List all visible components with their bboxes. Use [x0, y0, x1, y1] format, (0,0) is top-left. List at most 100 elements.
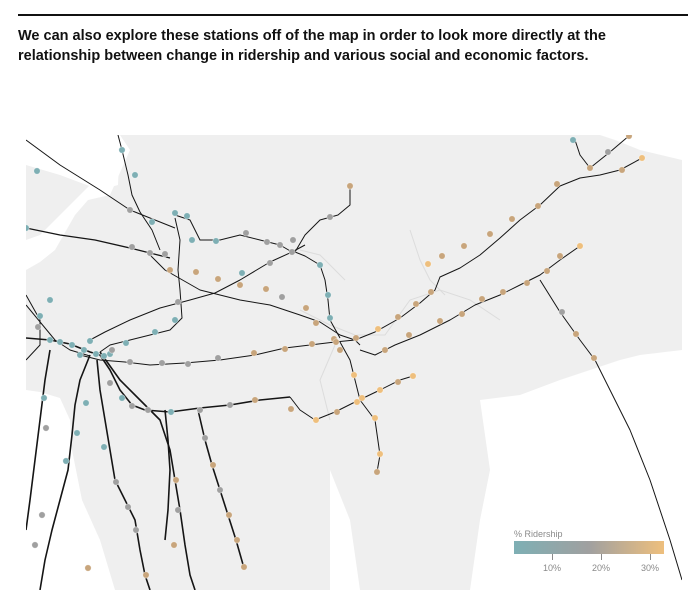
station-dot [92, 350, 100, 358]
station-dot [558, 308, 566, 316]
station-dot [184, 360, 192, 368]
station-dot [214, 275, 222, 283]
water-area [600, 135, 682, 160]
station-dot [572, 330, 580, 338]
station-dot [100, 443, 108, 451]
station-dot [62, 457, 70, 465]
subway-map[interactable]: % Ridership 10% 20% 30% [26, 135, 682, 590]
station-dot [174, 506, 182, 514]
station-dot [302, 304, 310, 312]
subway-line [539, 279, 682, 581]
subway-line [99, 354, 146, 411]
station-dot [281, 345, 289, 353]
station-dot [523, 279, 531, 287]
station-dot [118, 146, 126, 154]
station-dot [374, 325, 382, 333]
station-dot [240, 563, 248, 571]
subway-line [26, 227, 171, 259]
station-dot [478, 295, 486, 303]
station-dot [358, 394, 366, 402]
station-dot [263, 238, 271, 246]
subway-line [26, 294, 41, 361]
station-dot [126, 206, 134, 214]
subway-line [149, 254, 361, 346]
station-dot [486, 230, 494, 238]
station-dot [251, 396, 259, 404]
station-dot [172, 476, 180, 484]
station-dot [326, 314, 334, 322]
subway-line [574, 139, 591, 169]
station-dot [80, 346, 88, 354]
station-dot [394, 378, 402, 386]
station-dot [46, 296, 54, 304]
station-dot [144, 406, 152, 414]
station-dot [352, 334, 360, 342]
station-dot [438, 252, 446, 260]
station-dot [34, 323, 42, 331]
subway-lines [26, 135, 682, 590]
station-dot [436, 317, 444, 325]
station-dot [590, 354, 598, 362]
station-dot [424, 260, 432, 268]
water-layer [26, 135, 682, 590]
station-dot [242, 229, 250, 237]
ridership-legend: % Ridership 10% 20% 30% [514, 529, 674, 579]
station-dot [188, 236, 196, 244]
station-dot [350, 371, 358, 379]
station-dot [40, 394, 48, 402]
station-dot [336, 346, 344, 354]
station-dot [262, 285, 270, 293]
station-dot [201, 434, 209, 442]
subway-line [354, 157, 643, 341]
station-dot [118, 394, 126, 402]
station-dot [618, 166, 626, 174]
station-dot [412, 300, 420, 308]
station-dot [236, 281, 244, 289]
subway-line [294, 186, 351, 253]
station-dot [225, 511, 233, 519]
station-dot [333, 408, 341, 416]
station-dot [167, 408, 175, 416]
border-line [409, 229, 446, 296]
station-dot [174, 298, 182, 306]
station-dot [381, 346, 389, 354]
station-dot [122, 339, 130, 347]
station-dot [106, 379, 114, 387]
border-line [319, 344, 336, 421]
intro-text: We can also explore these stations off o… [18, 28, 606, 64]
station-dot [458, 310, 466, 318]
station-dot [508, 215, 516, 223]
station-dot [36, 312, 44, 320]
station-dot [73, 429, 81, 437]
station-dot [171, 316, 179, 324]
station-dot [31, 541, 39, 549]
station-dot [278, 293, 286, 301]
subway-line [89, 251, 293, 341]
station-dot [553, 180, 561, 188]
station-dot [128, 402, 136, 410]
station-dot [68, 341, 76, 349]
station-dot [161, 250, 169, 258]
station-dot [233, 536, 241, 544]
station-dot [499, 288, 507, 296]
legend-tick [601, 554, 602, 560]
station-dot [142, 571, 150, 579]
station-dot [638, 154, 646, 162]
station-dot [371, 414, 379, 422]
border-layer [299, 229, 501, 421]
station-dot [569, 136, 577, 144]
station-dot [409, 372, 417, 380]
station-dot [373, 468, 381, 476]
station-dot [604, 148, 612, 156]
station-dot [108, 346, 116, 354]
station-dot [238, 269, 246, 277]
station-dot [38, 511, 46, 519]
station-dot [124, 503, 132, 511]
station-dot [288, 248, 296, 256]
subway-line [174, 214, 306, 253]
subway-line [289, 375, 414, 421]
water-area [470, 350, 682, 590]
station-dot [586, 164, 594, 172]
legend-tick-label: 30% [640, 563, 660, 573]
subway-line [26, 139, 176, 229]
